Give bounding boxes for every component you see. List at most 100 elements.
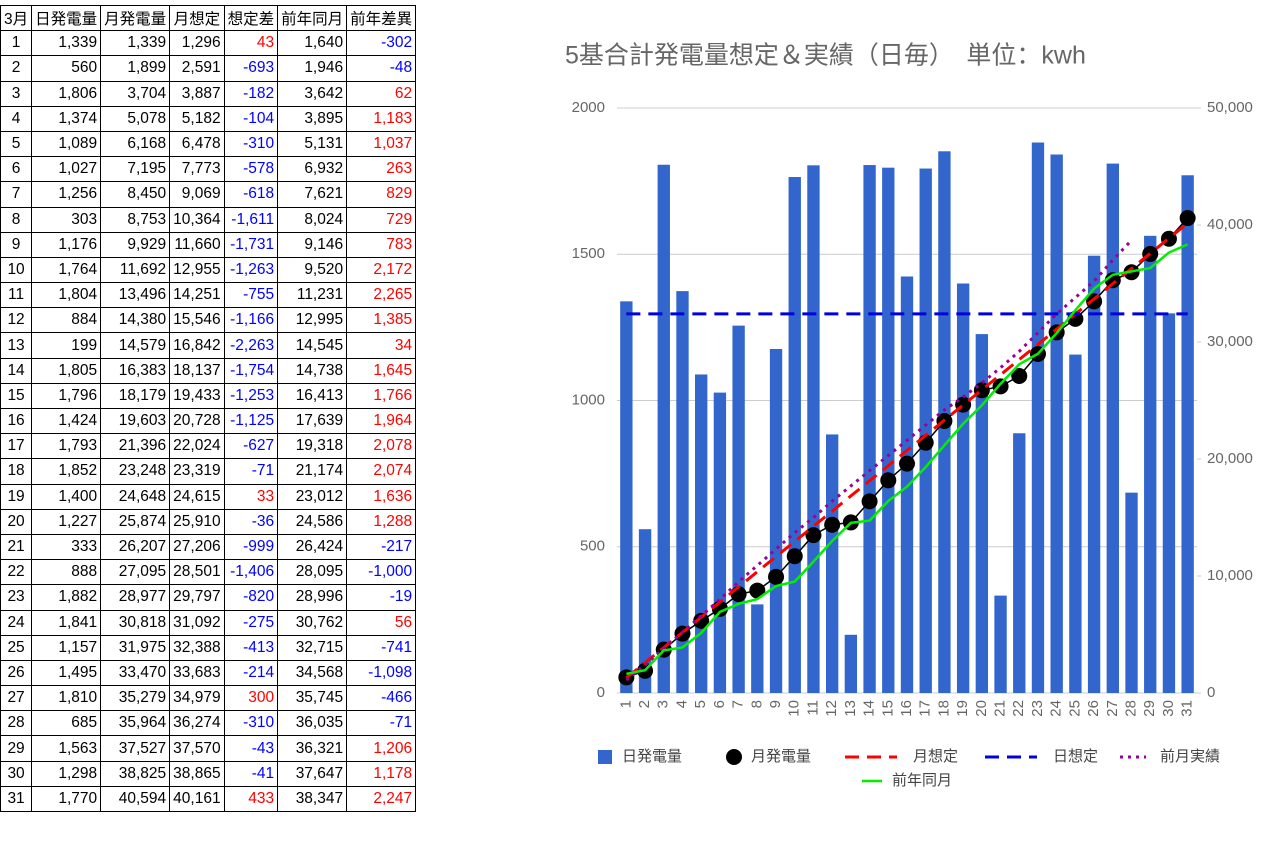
table-cell: 22 [0, 559, 33, 586]
table-cell: 1,640 [277, 30, 348, 57]
y-tick-label: 500 [580, 538, 605, 555]
table-cell: 28,095 [277, 559, 348, 586]
table-row: 29 1,563 37,527 37,570 -43 36,321 1,206 [0, 735, 417, 762]
table-cell: 37,647 [277, 760, 348, 787]
table-cell: 24 [0, 609, 33, 636]
table-cell: 25,910 [169, 508, 225, 535]
table-cell: 40,161 [169, 785, 225, 813]
table-cell: 1,793 [31, 433, 102, 460]
table-cell: 1,089 [31, 130, 102, 158]
table-cell: 11 [0, 282, 33, 309]
table-cell: 34,568 [277, 659, 348, 687]
table-row: 11 1,804 13,496 14,251 -755 11,231 2,265 [0, 282, 417, 309]
table-cell: 31 [0, 785, 33, 813]
table-cell: -693 [223, 55, 279, 82]
table-cell: 18 [0, 458, 33, 485]
table-cell: 1,770 [31, 785, 102, 813]
table-cell: 35,279 [100, 685, 171, 712]
bar [975, 334, 989, 693]
table-cell: 3,704 [100, 80, 171, 107]
x-tick-label: 10 [786, 700, 803, 717]
table-cell: -217 [346, 533, 417, 561]
table-cell: -1,406 [223, 559, 279, 586]
table-cell: -820 [223, 584, 279, 611]
table-cell: 14,738 [277, 357, 348, 384]
table-cell: 31,975 [100, 634, 171, 661]
table-cell: 1,339 [100, 30, 171, 57]
table-cell: 24,586 [277, 508, 348, 535]
data-point [899, 455, 915, 472]
table-cell: 263 [346, 156, 417, 183]
table-cell: 1,424 [31, 407, 102, 435]
data-point [693, 612, 710, 629]
x-tick-label: 6 [711, 700, 728, 708]
legend-label: 前年同月 [892, 772, 952, 789]
table-cell: 9,069 [169, 181, 225, 208]
table-row: 24 1,841 30,818 31,092 -275 30,762 56 [0, 609, 417, 636]
bar [713, 392, 727, 693]
table-cell: 2,078 [346, 433, 417, 460]
table-cell: 829 [346, 181, 417, 208]
x-tick-label: 18 [935, 700, 952, 717]
series-line [625, 221, 1189, 680]
x-tick-label: 14 [861, 700, 878, 717]
table-cell: 18,137 [169, 357, 225, 384]
table-cell: -578 [223, 156, 279, 183]
table-cell: 8,024 [277, 206, 348, 233]
x-tick-label: 22 [1010, 700, 1027, 717]
table-cell: 6,932 [277, 156, 348, 183]
legend-label: 月想定 [913, 748, 958, 765]
table-cell: 3 [0, 80, 33, 107]
table-cell: 12,955 [169, 256, 225, 284]
table-cell: 7,195 [100, 156, 171, 183]
table-cell: 300 [223, 685, 279, 712]
table-cell: 19 [0, 483, 33, 510]
table-cell: 1,852 [31, 458, 102, 485]
table-row: 8 303 8,753 10,364 -1,611 8,024 729 [0, 206, 417, 233]
table-cell: 14,579 [100, 332, 171, 359]
table-cell: 7 [0, 181, 33, 208]
table-row: 28 685 35,964 36,274 -310 36,035 -71 [0, 710, 417, 737]
chart: 5基合計発電量想定＆実績（日毎） 単位：kwh 0 500 1000 1500 2000… [524, 0, 1279, 832]
data-point [786, 548, 803, 565]
header-cell: 3月 [0, 4, 33, 32]
x-tick-label: 23 [1029, 700, 1046, 717]
bar [751, 604, 764, 693]
table-cell: 16,842 [169, 332, 225, 359]
table-cell: 1,841 [31, 609, 102, 636]
table-cell: 33,683 [169, 659, 225, 687]
y2-tick-label: 30,000 [1207, 333, 1253, 350]
table-cell: 28,501 [169, 559, 225, 586]
table-cell: 9,146 [277, 231, 348, 258]
table-cell: 11,231 [277, 282, 348, 309]
table-cell: 1,810 [31, 685, 102, 712]
table-cell: 11,692 [100, 256, 171, 284]
bar [882, 167, 895, 694]
table-cell: 888 [31, 559, 102, 586]
table-row: 31 1,770 40,594 40,161 433 38,347 2,247 [0, 785, 417, 813]
table-cell: 1,288 [346, 508, 417, 535]
table-cell: 32,388 [169, 634, 225, 661]
x-tick-label: 19 [954, 700, 971, 717]
table-row: 9 1,176 9,929 11,660 -1,731 9,146 783 [0, 231, 417, 258]
table-cell: 10,364 [169, 206, 225, 233]
table-cell: 1,178 [346, 760, 417, 787]
table-cell: 23,012 [277, 483, 348, 510]
table-cell: 28 [0, 710, 33, 737]
table-cell: 1,296 [169, 30, 225, 57]
table-cell: 10 [0, 256, 33, 284]
table-cell: 18,179 [100, 382, 171, 410]
table-cell: 15 [0, 382, 33, 410]
table-cell: -1,125 [223, 407, 279, 435]
table-cell: -182 [223, 80, 279, 107]
bar [732, 325, 745, 693]
legend-label: 月発電量 [751, 748, 811, 765]
table-cell: 2,074 [346, 458, 417, 485]
x-tick-label: 16 [898, 700, 915, 717]
table-cell: 1,339 [31, 30, 102, 57]
table-cell: 62 [346, 80, 417, 107]
table-cell: 38,865 [169, 760, 225, 787]
table-cell: 1,227 [31, 508, 102, 535]
table-cell: 1,804 [31, 282, 102, 309]
table-cell: 16,413 [277, 382, 348, 410]
